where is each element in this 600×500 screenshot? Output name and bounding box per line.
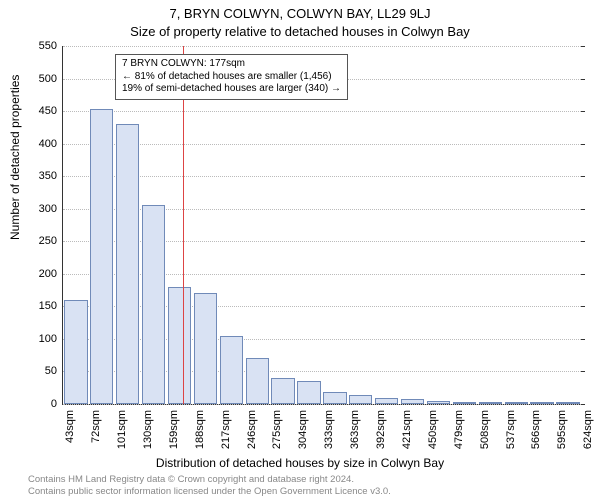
bar <box>297 381 320 404</box>
x-tick-label: 275sqm <box>271 410 283 449</box>
gridline <box>63 144 581 145</box>
y-tick-label: 400 <box>39 138 57 150</box>
x-tick-label: 304sqm <box>297 410 309 449</box>
y-tick-mark <box>581 209 585 210</box>
x-tick-label: 217sqm <box>220 410 232 449</box>
x-tick-label: 450sqm <box>427 410 439 449</box>
y-tick-mark <box>581 404 585 405</box>
y-tick-mark <box>581 111 585 112</box>
y-tick-mark <box>581 144 585 145</box>
y-tick-label: 100 <box>39 333 57 345</box>
footer: Contains HM Land Registry data © Crown c… <box>28 474 596 498</box>
y-tick-mark <box>581 274 585 275</box>
x-tick-label: 43sqm <box>64 410 76 443</box>
annotation-line-3: 19% of semi-detached houses are larger (… <box>122 83 341 96</box>
gridline <box>63 404 581 405</box>
x-tick-label: 566sqm <box>530 410 542 449</box>
y-tick-label: 450 <box>39 105 57 117</box>
y-tick-mark <box>581 339 585 340</box>
y-tick-label: 250 <box>39 235 57 247</box>
x-tick-label: 101sqm <box>116 410 128 449</box>
y-tick-label: 0 <box>51 398 57 410</box>
bar <box>427 401 450 404</box>
gridline <box>63 46 581 47</box>
y-tick-mark <box>581 79 585 80</box>
y-tick-mark <box>581 371 585 372</box>
y-tick-label: 50 <box>45 365 57 377</box>
y-tick-mark <box>581 176 585 177</box>
address-title: 7, BRYN COLWYN, COLWYN BAY, LL29 9LJ <box>0 6 600 21</box>
bar <box>220 336 243 404</box>
bar <box>194 293 217 404</box>
annotation-line-1: 7 BRYN COLWYN: 177sqm <box>122 58 341 71</box>
bar <box>90 109 113 404</box>
y-tick-label: 350 <box>39 170 57 182</box>
bar <box>453 402 476 404</box>
bar <box>375 398 398 405</box>
gridline <box>63 176 581 177</box>
bar <box>64 300 87 404</box>
gridline <box>63 339 581 340</box>
footer-line-2: Contains public sector information licen… <box>28 486 596 498</box>
plot-area: 05010015020025030035040045050055043sqm72… <box>62 46 581 405</box>
bar <box>323 392 346 404</box>
x-tick-label: 159sqm <box>168 410 180 449</box>
x-axis-label: Distribution of detached houses by size … <box>0 456 600 470</box>
gridline <box>63 274 581 275</box>
bar <box>271 378 294 404</box>
y-tick-label: 550 <box>39 40 57 52</box>
x-tick-label: 537sqm <box>505 410 517 449</box>
x-tick-label: 624sqm <box>582 410 594 449</box>
y-tick-mark <box>581 306 585 307</box>
bar <box>168 287 191 404</box>
gridline <box>63 371 581 372</box>
chart-container: 7, BRYN COLWYN, COLWYN BAY, LL29 9LJ Siz… <box>0 0 600 500</box>
gridline <box>63 241 581 242</box>
x-tick-label: 72sqm <box>90 410 102 443</box>
bar <box>246 358 269 404</box>
x-tick-label: 246sqm <box>246 410 258 449</box>
bar <box>142 205 165 404</box>
y-tick-label: 200 <box>39 268 57 280</box>
y-tick-label: 150 <box>39 300 57 312</box>
annotation-line-2: ← 81% of detached houses are smaller (1,… <box>122 71 341 84</box>
bar <box>530 402 553 404</box>
chart-subtitle: Size of property relative to detached ho… <box>0 24 600 39</box>
bar <box>349 395 372 404</box>
y-axis-label: Number of detached properties <box>8 75 22 240</box>
x-tick-label: 333sqm <box>323 410 335 449</box>
x-tick-label: 392sqm <box>375 410 387 449</box>
gridline <box>63 111 581 112</box>
x-tick-label: 508sqm <box>479 410 491 449</box>
y-tick-label: 300 <box>39 203 57 215</box>
footer-line-1: Contains HM Land Registry data © Crown c… <box>28 474 596 486</box>
x-tick-label: 421sqm <box>401 410 413 449</box>
bar <box>116 124 139 404</box>
bar <box>479 402 502 404</box>
gridline <box>63 306 581 307</box>
x-tick-label: 130sqm <box>142 410 154 449</box>
y-tick-label: 500 <box>39 73 57 85</box>
x-tick-label: 479sqm <box>453 410 465 449</box>
x-tick-label: 363sqm <box>349 410 361 449</box>
bar <box>401 399 424 404</box>
x-tick-label: 188sqm <box>194 410 206 449</box>
x-tick-label: 595sqm <box>556 410 568 449</box>
gridline <box>63 209 581 210</box>
y-tick-mark <box>581 46 585 47</box>
reference-line <box>183 46 184 404</box>
y-tick-mark <box>581 241 585 242</box>
annotation-box: 7 BRYN COLWYN: 177sqm ← 81% of detached … <box>115 54 348 100</box>
bar <box>556 402 579 404</box>
bar <box>505 402 528 404</box>
